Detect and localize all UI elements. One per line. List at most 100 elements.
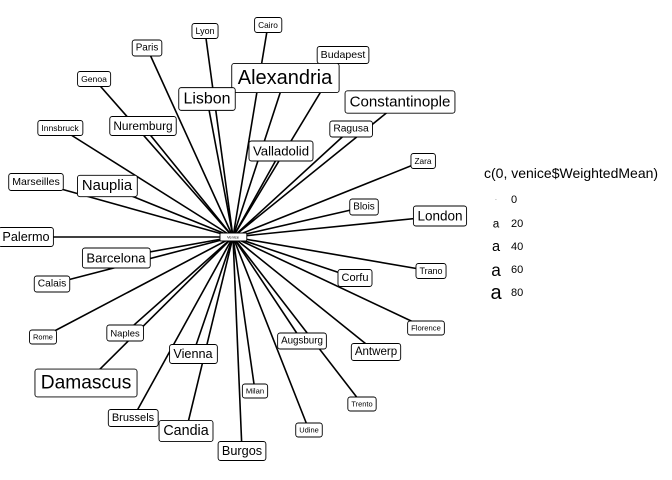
- node-box-candia: [158, 419, 214, 443]
- edge-venice-london: [232, 215, 441, 238]
- node-box-florence: [407, 320, 445, 336]
- legend-label-60: 60: [511, 264, 523, 276]
- node-valladolid: Valladolid: [248, 140, 314, 162]
- node-label-constantinople: Constantinople: [350, 94, 451, 111]
- node-naples: Naples: [106, 324, 144, 342]
- node-label-palermo: Palermo: [2, 230, 49, 244]
- node-zara: Zara: [410, 153, 436, 169]
- nodes-layer: Lyon Cairo Budapest Paris Genoa Alexandria Con…: [0, 17, 468, 461]
- node-damascus: Damascus: [34, 368, 138, 398]
- node-cairo: Cairo: [254, 17, 283, 33]
- edge-venice-corfu: [232, 236, 356, 279]
- edge-venice-brussels: [132, 236, 234, 419]
- edge-venice-marseilles: [35, 181, 234, 238]
- edge-venice-trento: [232, 236, 363, 405]
- node-budapest: Budapest: [316, 46, 370, 64]
- node-box-lyon: [191, 23, 219, 39]
- node-genoa: Genoa: [77, 71, 112, 87]
- edge-venice-florence: [232, 236, 427, 329]
- node-label-venice: Venice: [227, 235, 240, 240]
- edge-venice-genoa: [93, 78, 234, 238]
- node-box-ragusa: [329, 120, 373, 138]
- node-label-nuremburg: Nuremburg: [113, 119, 172, 133]
- node-corfu: Corfu: [337, 269, 373, 287]
- node-trano: Trano: [415, 263, 447, 279]
- node-candia: Candia: [158, 419, 214, 443]
- node-box-corfu: [337, 269, 373, 287]
- edge-venice-nuremburg: [142, 125, 234, 238]
- node-nuremburg: Nuremburg: [109, 116, 177, 136]
- node-barcelona: Barcelona: [81, 247, 151, 269]
- node-label-barcelona: Barcelona: [86, 251, 146, 266]
- legend-glyph-20: a: [493, 218, 500, 231]
- node-label-damascus: Damascus: [41, 373, 132, 394]
- node-label-calais: Calais: [38, 279, 66, 290]
- node-box-alexandria: [231, 62, 340, 94]
- node-constantinople: Constantinople: [344, 90, 456, 114]
- legend-glyph-40: a: [492, 239, 501, 255]
- node-label-naples: Naples: [110, 328, 140, 339]
- node-milan: Milan: [241, 383, 269, 399]
- node-box-palermo: [0, 227, 54, 247]
- node-udine: Udine: [295, 422, 323, 438]
- node-label-trento: Trento: [351, 400, 372, 409]
- edge-venice-trano: [232, 236, 432, 272]
- edge-venice-ragusa: [232, 128, 352, 238]
- node-palermo: Palermo: [0, 227, 54, 247]
- legend-glyph-0: ·: [495, 197, 497, 203]
- size-legend: c(0, venice$WeightedMean) · 0a 20a 40a 60a 80: [484, 165, 658, 304]
- edge-venice-valladolid: [232, 150, 282, 238]
- edge-venice-rome: [42, 236, 234, 338]
- edge-venice-augsburg: [232, 236, 303, 342]
- node-label-marseilles: Marseilles: [12, 176, 60, 188]
- node-label-lisbon: Lisbon: [184, 91, 231, 108]
- node-marseilles: Marseilles: [8, 173, 64, 191]
- node-box-blois: [349, 198, 379, 216]
- node-box-genoa: [77, 71, 112, 87]
- node-lisbon: Lisbon: [178, 87, 236, 111]
- node-label-burgos: Burgos: [222, 444, 262, 458]
- edge-venice-antwerp: [232, 236, 377, 353]
- node-label-cairo: Cairo: [258, 20, 278, 30]
- node-label-antwerp: Antwerp: [355, 346, 397, 358]
- node-box-cairo: [254, 17, 283, 33]
- node-venice: Venice: [219, 232, 248, 242]
- node-paris: Paris: [131, 39, 163, 57]
- node-box-innsbruck: [37, 120, 84, 136]
- edge-venice-udine: [232, 236, 310, 431]
- node-box-trano: [415, 263, 447, 279]
- node-box-vienna: [169, 344, 218, 364]
- node-box-augsburg: [277, 332, 327, 350]
- edge-venice-vienna: [192, 236, 234, 355]
- node-label-candia: Candia: [163, 423, 208, 439]
- node-label-augsburg: Augsburg: [281, 336, 323, 347]
- node-box-venice: [219, 232, 248, 242]
- edge-venice-blois: [232, 206, 365, 238]
- edge-venice-lisbon: [206, 98, 234, 238]
- legend-label-40: 40: [511, 241, 523, 253]
- node-label-innsbruck: Innsbruck: [41, 123, 79, 133]
- edge-venice-milan: [232, 236, 256, 392]
- node-label-brussels: Brussels: [112, 412, 155, 424]
- node-augsburg: Augsburg: [277, 332, 327, 350]
- edge-venice-candia: [185, 236, 234, 432]
- node-label-lyon: Lyon: [195, 26, 214, 36]
- node-label-genoa: Genoa: [81, 74, 107, 84]
- node-box-damascus: [34, 368, 138, 398]
- node-label-budapest: Budapest: [321, 49, 366, 61]
- node-ragusa: Ragusa: [329, 120, 373, 138]
- node-vienna: Vienna: [169, 344, 218, 364]
- edge-venice-damascus: [85, 236, 234, 384]
- node-box-lisbon: [178, 87, 236, 111]
- node-label-paris: Paris: [136, 43, 159, 54]
- node-label-rome: Rome: [33, 333, 53, 342]
- node-box-naples: [106, 324, 144, 342]
- node-label-zara: Zara: [414, 156, 431, 166]
- edge-venice-burgos: [232, 236, 243, 452]
- node-label-ragusa: Ragusa: [333, 124, 369, 135]
- node-label-corfu: Corfu: [341, 272, 368, 284]
- node-florence: Florence: [407, 320, 445, 336]
- node-blois: Blois: [349, 198, 379, 216]
- node-box-zara: [410, 153, 436, 169]
